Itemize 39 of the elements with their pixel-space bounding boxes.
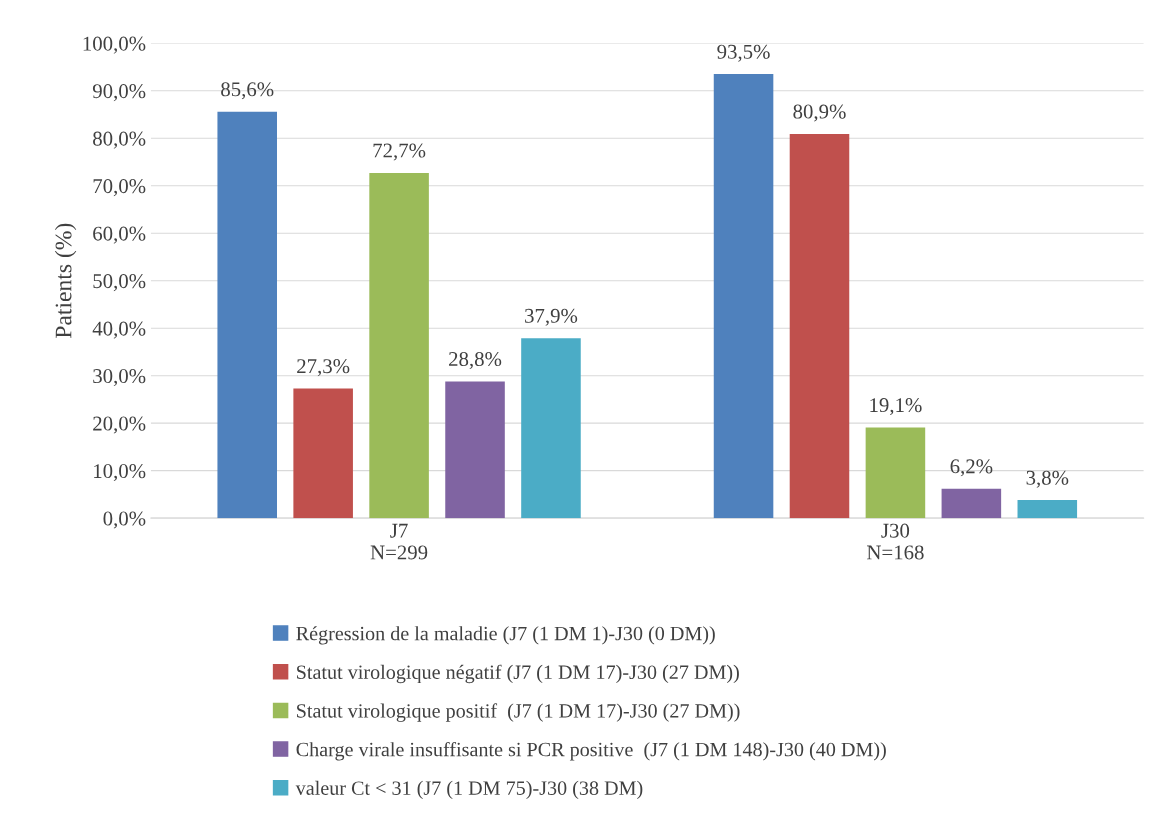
data-label: 3,8%: [1026, 470, 1069, 488]
legend-label: Statut virologique négatif (J7 (1 DM 17)-J30 (27 DM)): [297, 664, 739, 684]
bar: [217, 111, 277, 519]
data-label: 72,7%: [373, 143, 426, 161]
x-tick-label: J30 N=168: [867, 523, 924, 560]
data-label: 85,6%: [221, 82, 274, 100]
y-tick-label: 30,0%: [93, 369, 146, 387]
bar: [445, 381, 505, 519]
data-label: 37,9%: [525, 308, 578, 326]
y-tick-label: 80,0%: [93, 131, 146, 149]
bar: [789, 133, 850, 519]
legend-label: Régression de la maladie (J7 (1 DM 1)-J30 (0 DM)): [296, 626, 715, 645]
bar: [293, 388, 353, 519]
bar: [1017, 500, 1078, 519]
y-tick-label: 0,0%: [103, 511, 146, 529]
x-tick-label: J7 N=299: [370, 523, 428, 560]
bar: [865, 427, 926, 519]
y-tick-label: 60,0%: [93, 226, 146, 244]
bar: [941, 488, 1002, 519]
y-tick-label: 50,0%: [93, 274, 146, 292]
bar: [713, 74, 774, 519]
data-label: 80,9%: [793, 104, 846, 122]
data-label: 93,5%: [717, 44, 770, 62]
bar: [369, 172, 429, 519]
y-tick-label: 100,0%: [83, 36, 146, 54]
legend-label: Charge virale insuffisante si PCR positive (J7 (1 DM 148)-J30 (40 DM)): [296, 741, 886, 761]
bar: [521, 338, 581, 519]
y-tick-label: 20,0%: [93, 416, 146, 434]
data-label: 6,2%: [950, 459, 993, 477]
legend-label: valeur Ct < 31 (J7 (1 DM 75)-J30 (38 DM): [295, 780, 643, 799]
y-axis-title: Patients (%): [54, 223, 77, 339]
y-tick-label: 40,0%: [92, 321, 146, 339]
data-label: 19,1%: [870, 398, 922, 416]
y-tick-label: 10,0%: [94, 464, 146, 482]
legend-label: Statut virologique positif (J7 (1 DM 17)-J30 (27 DM)): [297, 703, 740, 722]
y-tick-label: 90,0%: [92, 84, 146, 102]
data-label: 27,3%: [297, 359, 350, 377]
data-label: 28,8%: [449, 351, 502, 370]
y-tick-label: 70,0%: [93, 179, 146, 197]
